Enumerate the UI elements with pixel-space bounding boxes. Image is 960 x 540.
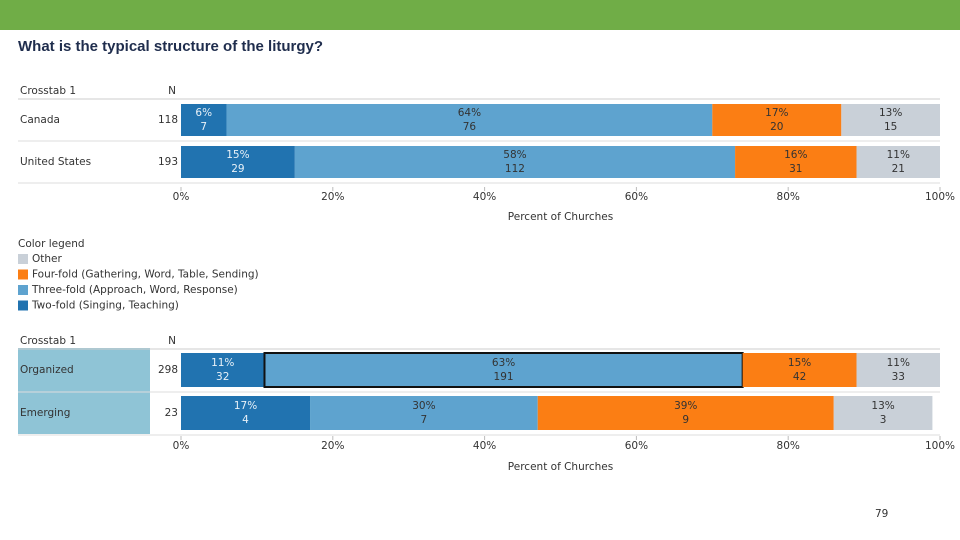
count-label: 31 — [789, 163, 802, 175]
x-tick-label: 40% — [473, 440, 496, 452]
bar-segment — [181, 396, 311, 430]
count-label: 21 — [892, 163, 905, 175]
bar-segment — [537, 396, 834, 430]
legend-swatch — [18, 254, 28, 264]
count-label: 191 — [494, 371, 514, 383]
value-label: 64% — [458, 107, 481, 119]
row-label: Emerging — [20, 407, 70, 419]
count-label: 32 — [216, 371, 229, 383]
x-tick-label: 20% — [321, 191, 344, 203]
legend-label: Other — [32, 253, 62, 265]
value-label: 58% — [503, 149, 526, 161]
page-number: 79 — [875, 508, 888, 520]
count-label: 7 — [200, 121, 207, 133]
bar-segment — [310, 396, 538, 430]
row-header: Crosstab 1 — [20, 85, 76, 97]
row-header-highlight — [18, 348, 150, 434]
value-label: 30% — [412, 400, 435, 412]
legend-swatch — [18, 269, 28, 280]
count-label: 76 — [463, 121, 477, 133]
value-label: 11% — [887, 357, 910, 369]
value-label: 17% — [234, 400, 257, 412]
row-header: Crosstab 1 — [20, 335, 76, 347]
n-value: 118 — [158, 114, 178, 126]
value-label: 13% — [879, 107, 902, 119]
count-label: 42 — [793, 371, 806, 383]
bar-segment — [181, 146, 295, 178]
legend-title: Color legend — [18, 238, 85, 250]
x-axis-title: Percent of Churches — [508, 211, 613, 223]
value-label: 11% — [211, 357, 234, 369]
bar-segment — [841, 104, 940, 136]
value-label: 6% — [195, 107, 212, 119]
legend-swatch — [18, 300, 28, 311]
count-label: 33 — [892, 371, 905, 383]
bar-segment — [712, 104, 842, 136]
count-label: 20 — [770, 121, 783, 133]
bar-segment — [833, 396, 933, 430]
value-label: 63% — [492, 357, 515, 369]
x-tick-label: 40% — [473, 191, 496, 203]
count-label: 29 — [231, 163, 244, 175]
legend-label: Three-fold (Approach, Word, Response) — [31, 284, 238, 296]
bar-segment — [735, 146, 857, 178]
legend-swatch — [18, 285, 28, 295]
banner — [0, 0, 960, 30]
bar-segment — [294, 146, 736, 178]
value-label: 13% — [871, 400, 894, 412]
count-label: 7 — [421, 414, 428, 426]
count-label: 4 — [242, 414, 249, 426]
legend-label: Two-fold (Singing, Teaching) — [31, 300, 179, 312]
n-value: 298 — [158, 364, 178, 376]
x-axis-title: Percent of Churches — [508, 461, 613, 473]
value-label: 17% — [765, 107, 788, 119]
n-header: N — [168, 335, 176, 347]
x-tick-label: 20% — [321, 440, 344, 452]
bar-segment — [226, 104, 713, 136]
x-tick-label: 100% — [925, 440, 955, 452]
row-label: Organized — [20, 364, 74, 376]
bar-segment — [856, 146, 940, 178]
value-label: 39% — [674, 400, 697, 412]
x-tick-label: 100% — [925, 191, 955, 203]
n-value: 23 — [165, 407, 178, 419]
bar-segment — [742, 353, 857, 387]
n-value: 193 — [158, 156, 178, 168]
bar-segment — [856, 353, 940, 387]
value-label: 16% — [784, 149, 807, 161]
x-tick-label: 80% — [777, 440, 800, 452]
value-label: 15% — [788, 357, 811, 369]
x-tick-label: 60% — [625, 191, 648, 203]
bar-segment — [264, 353, 743, 387]
count-label: 112 — [505, 163, 525, 175]
x-tick-label: 80% — [777, 191, 800, 203]
value-label: 15% — [226, 149, 249, 161]
bar-segment — [181, 104, 227, 136]
row-label: United States — [20, 156, 91, 168]
bar-segment — [181, 353, 265, 387]
slide-title: What is the typical structure of the lit… — [18, 38, 323, 55]
value-label: 11% — [887, 149, 910, 161]
x-tick-label: 0% — [173, 191, 190, 203]
x-tick-label: 60% — [625, 440, 648, 452]
x-tick-label: 0% — [173, 440, 190, 452]
n-header: N — [168, 85, 176, 97]
row-label: Canada — [20, 114, 60, 126]
count-label: 9 — [682, 414, 689, 426]
count-label: 15 — [884, 121, 897, 133]
count-label: 3 — [880, 414, 887, 426]
legend-label: Four-fold (Gathering, Word, Table, Sendi… — [32, 269, 259, 281]
